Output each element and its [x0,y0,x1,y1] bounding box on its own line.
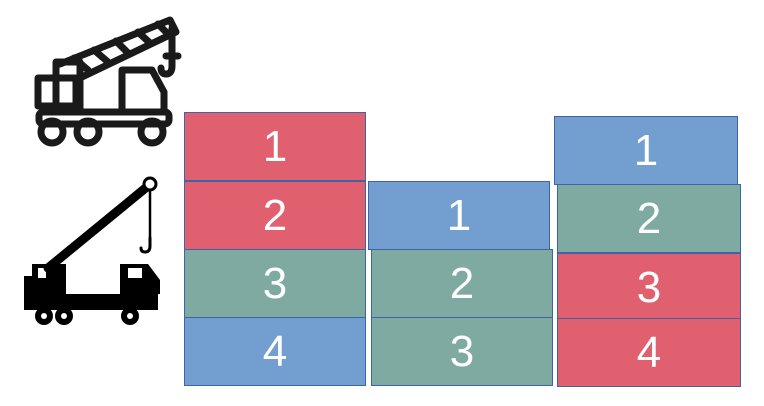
container-block: 4 [184,317,366,386]
container-block: 2 [184,181,366,250]
container-block: 3 [557,253,741,322]
solid-crane-truck-icon [24,176,160,325]
container-block: 1 [368,181,550,250]
outline-crane-truck-icon [34,16,182,147]
container-block: 3 [184,249,366,318]
container-block: 3 [371,317,553,386]
container-block: 2 [371,249,553,318]
container-block: 4 [557,318,741,387]
container-block: 2 [557,184,741,253]
container-block: 1 [184,112,366,181]
container-block: 1 [554,116,738,185]
